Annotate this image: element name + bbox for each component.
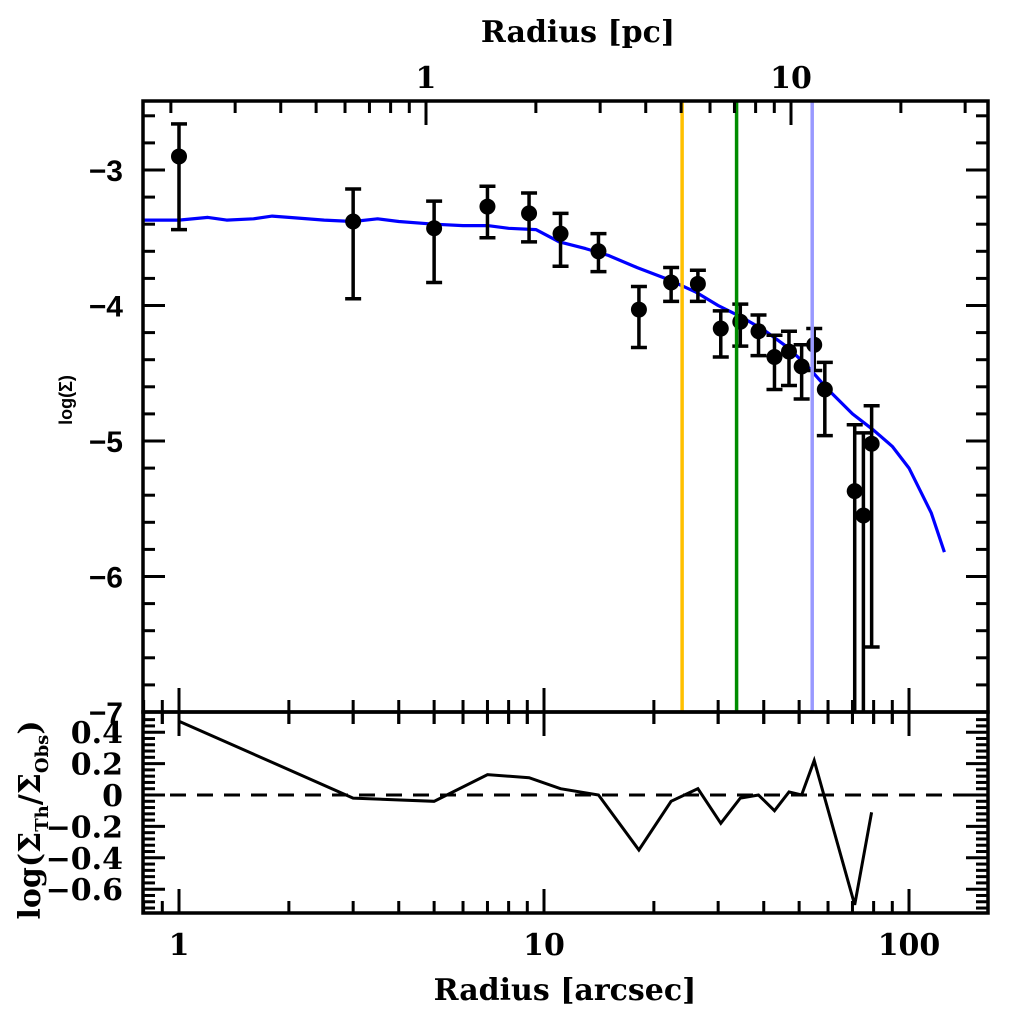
plot-frames	[141, 99, 990, 915]
data-point-6	[552, 211, 569, 268]
lower-frame	[141, 710, 990, 915]
data-marker	[863, 435, 880, 452]
model-curve	[143, 214, 946, 553]
data-point-10	[689, 268, 706, 304]
upper-y-axis-title: log(Σ)	[56, 375, 76, 425]
data-marker	[806, 336, 823, 353]
data-point-20	[855, 431, 872, 712]
lower-y-tick-label: 0.4	[71, 716, 123, 751]
data-point-19	[846, 422, 863, 712]
lower-y-tick-label: −0.4	[46, 842, 123, 877]
bottom-x-tick-label: 10	[523, 928, 565, 963]
upper-panel	[143, 101, 946, 712]
bottom-axis-title: Radius [arcsec]	[434, 973, 697, 1008]
data-marker	[793, 358, 810, 375]
data-marker	[521, 205, 538, 222]
data-marker	[630, 301, 647, 318]
data-marker	[345, 213, 362, 230]
data-marker	[171, 148, 187, 165]
data-point-3	[426, 199, 443, 285]
data-marker	[846, 483, 863, 500]
data-point-4	[479, 184, 496, 240]
data-point-13	[750, 313, 767, 358]
data-marker	[816, 381, 833, 398]
residual-line	[178, 719, 874, 906]
data-point-9	[663, 265, 680, 304]
data-point-7	[590, 231, 607, 274]
data-marker	[766, 348, 783, 365]
data-marker	[750, 323, 767, 340]
upper-y-tick-label: −6	[89, 562, 123, 595]
data-marker	[479, 198, 496, 215]
bottom-x-tick-label: 1	[169, 928, 190, 963]
lower-y-tick-label: 0	[102, 779, 123, 814]
data-point-1	[171, 122, 187, 232]
data-marker	[689, 275, 706, 292]
data-marker	[732, 313, 749, 330]
upper-plot-area	[143, 122, 946, 712]
data-marker	[426, 220, 443, 237]
upper-y-tick-label: −3	[89, 155, 123, 188]
data-marker	[663, 274, 680, 291]
data-point-21	[863, 404, 880, 649]
data-point-11	[712, 309, 729, 359]
data-point-12	[732, 302, 749, 348]
lower-y-tick-label: 0.2	[71, 748, 123, 783]
top-x-tick-label: 10	[770, 61, 812, 96]
data-point-2	[345, 187, 362, 301]
data-marker	[712, 320, 729, 337]
data-point-17	[806, 326, 823, 373]
data-marker	[780, 343, 797, 360]
bottom-x-tick-label: 100	[878, 928, 941, 963]
upper-y-tick-label: −7	[89, 697, 123, 730]
upper-y-tick-label: −4	[89, 291, 124, 324]
top-x-tick-label: 1	[416, 61, 437, 96]
upper-frame	[141, 99, 990, 714]
data-point-14	[766, 333, 783, 392]
lower-panel	[143, 719, 988, 906]
data-point-15	[780, 329, 797, 388]
data-marker	[552, 225, 569, 242]
upper-y-tick-label: −5	[89, 426, 123, 459]
lower-plot-area	[143, 719, 988, 906]
data-point-5	[521, 191, 538, 244]
top-axis-title: Radius [pc]	[481, 15, 675, 50]
data-marker	[590, 243, 607, 260]
lower-y-axis-title: log(ΣTh/ΣObs)	[13, 720, 53, 919]
lower-y-tick-label: −0.2	[46, 810, 123, 845]
data-point-18	[816, 360, 833, 438]
data-marker	[855, 507, 872, 524]
data-point-8	[630, 284, 647, 350]
lower-y-tick-label: −0.6	[46, 873, 123, 908]
